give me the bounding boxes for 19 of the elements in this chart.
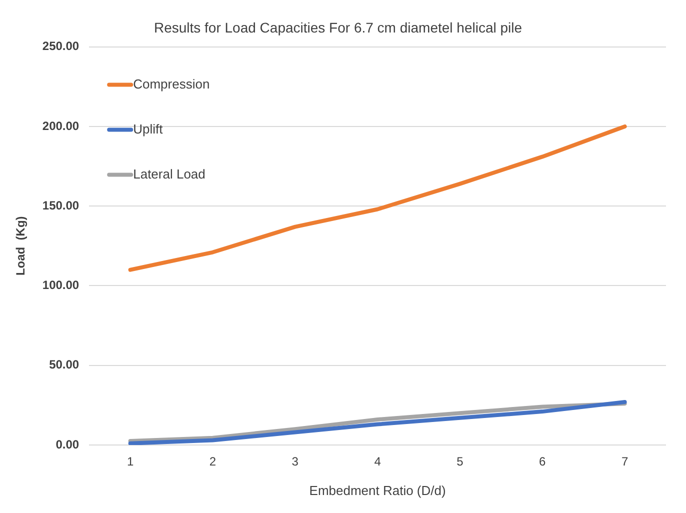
y-tick-label: 50.00: [49, 358, 80, 372]
y-tick-label: 250.00: [42, 39, 80, 54]
x-tick-label: 2: [209, 454, 216, 469]
y-tick-label: 150.00: [42, 198, 80, 212]
y-axis-title: Load (Kg): [14, 216, 28, 276]
x-tick-label: 5: [456, 454, 464, 469]
x-tick-label: 7: [621, 454, 628, 469]
x-axis-title: Embedment Ratio (D/d): [309, 482, 446, 498]
y-tick-label: 100.00: [42, 278, 80, 292]
legend-label: Lateral Load: [133, 166, 206, 182]
legend-label: Compression: [133, 76, 210, 92]
y-tick-label: 200.00: [42, 118, 80, 133]
y-tick-label: 0.00: [56, 437, 80, 452]
legend-label: Uplift: [133, 121, 164, 136]
chart-title: Results for Load Capacities For 6.7 cm diametel helical pile: [154, 19, 522, 36]
x-tick-label: 6: [539, 454, 546, 469]
x-tick-label: 3: [292, 454, 299, 469]
x-tick-label: 1: [126, 454, 134, 469]
x-tick-label: 4: [374, 454, 382, 469]
